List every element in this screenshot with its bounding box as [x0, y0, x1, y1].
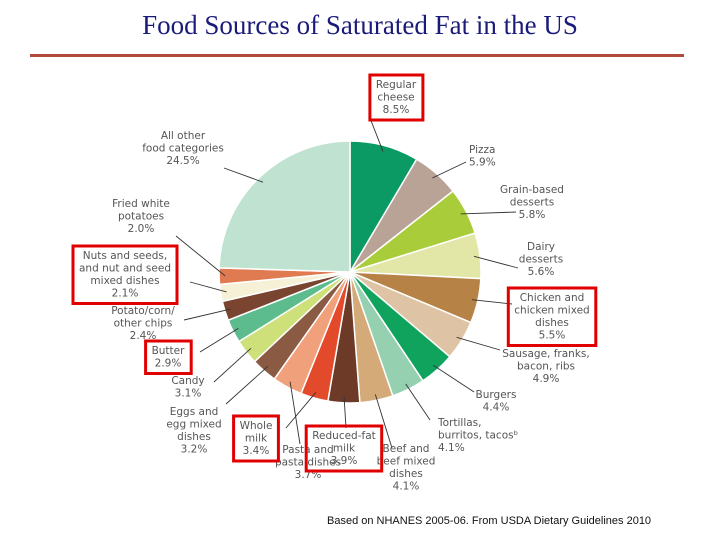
slice-label: Grain-based desserts 5.8% — [500, 184, 564, 221]
slice-label: Pizza 5.9% — [469, 144, 496, 169]
chart-title: Food Sources of Saturated Fat in the US — [142, 10, 578, 40]
leader-line — [460, 211, 517, 215]
slice-label: Pasta and pasta dishes 3.7% — [275, 444, 341, 481]
slice-label: Butter 2.9% — [152, 345, 186, 370]
source-note: Based on NHANES 2005-06. From USDA Dieta… — [327, 515, 652, 527]
slice-label: Sausage, franks, bacon, ribs 4.9% — [502, 348, 589, 385]
slice-label: Potato/corn/other chips 2.4% — [111, 305, 175, 342]
slice-label: Candy 3.1% — [171, 375, 204, 400]
leader-line — [189, 281, 227, 293]
highlight-box — [232, 414, 280, 463]
slice-label: All other food categories 24.5% — [142, 130, 224, 167]
leader-line — [433, 364, 475, 393]
leader-line — [374, 394, 393, 449]
highlight-box — [144, 339, 193, 375]
leader-line — [473, 255, 519, 269]
leader-line — [199, 328, 239, 353]
pie-slice — [218, 140, 351, 273]
title-rule — [30, 54, 684, 57]
slice-label: Whole milk 3.4% — [240, 420, 273, 457]
leader-line — [213, 347, 252, 383]
highlight-box — [304, 424, 384, 473]
leader-line — [369, 117, 384, 152]
leader-line — [432, 161, 467, 179]
leader-line — [343, 396, 347, 429]
slice-label: Fried white potatoes 2.0% — [112, 198, 170, 235]
leader-line — [405, 383, 431, 421]
leader-line — [471, 299, 513, 305]
slice-label: Nuts and seeds, and nut and seed mixed dis… — [79, 250, 171, 300]
slice-label: Reduced-fat milk 3.9% — [312, 430, 376, 467]
slice-label: Dairy desserts 5.6% — [519, 241, 563, 278]
leader-line — [225, 365, 269, 405]
slice-label: Tortillas, burritos, tacosᵇ 4.1% — [437, 417, 518, 454]
slice-label: Beef and beef mixed dishes 4.1% — [377, 443, 436, 493]
slice-label: Eggs and egg mixed dishes 3.2% — [166, 406, 221, 456]
pie-slices — [218, 140, 482, 404]
slice-labels: Regular cheese 8.5% Pizza 5.9%Grain-based des… — [79, 79, 590, 493]
leader-lines — [175, 117, 519, 449]
highlight-boxes — [71, 73, 598, 473]
leader-line — [175, 235, 226, 277]
leader-line — [223, 167, 264, 183]
leader-line — [456, 336, 501, 351]
slice-label: Burgers 4.4% — [476, 389, 517, 414]
highlight-box — [368, 73, 425, 122]
slice-label: Regular cheese 8.5% — [376, 79, 417, 116]
slice-label: Chicken and chicken mixed dishes 5.5% — [514, 292, 589, 342]
leader-line — [289, 381, 301, 445]
highlight-box — [506, 286, 598, 347]
highlight-box — [71, 244, 179, 305]
leader-line — [285, 392, 317, 429]
leader-line — [183, 308, 231, 321]
